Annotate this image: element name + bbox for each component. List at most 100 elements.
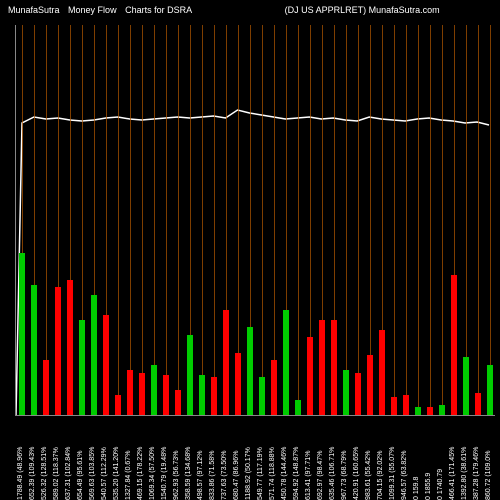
- x-tick-label: 1188.92 (50.17%: [245, 420, 252, 500]
- volume-bar: [223, 310, 229, 415]
- volume-bar: [151, 365, 157, 415]
- chart-container: MunafaSutra Money Flow Charts for DSRA (…: [0, 0, 500, 500]
- volume-bar: [31, 285, 37, 415]
- grid-line: [214, 25, 215, 415]
- x-tick-label: 0 159.8: [413, 420, 420, 500]
- volume-bar: [403, 395, 409, 415]
- volume-bar: [127, 370, 133, 415]
- x-tick-label: 1069.34 (57.50%: [149, 420, 156, 500]
- x-tick-label: 1392.80 (38.61%: [461, 420, 468, 500]
- x-tick-label: 571.74 (118.88%: [269, 420, 276, 500]
- volume-bar: [283, 310, 289, 415]
- x-tick-label: 466.41 (171.45%: [449, 420, 456, 500]
- x-tick-label: 0 1740.79: [437, 420, 444, 500]
- volume-bar: [391, 397, 397, 415]
- grid-line: [442, 25, 443, 415]
- grid-line: [418, 25, 419, 415]
- volume-bar: [55, 287, 61, 415]
- x-tick-label: 637.31 (102.84%: [65, 420, 72, 500]
- grid-line: [394, 25, 395, 415]
- price-line: [16, 25, 495, 415]
- volume-bar: [415, 407, 421, 415]
- x-tick-label: 983.61 (55.42%: [365, 420, 372, 500]
- volume-bar: [475, 393, 481, 415]
- grid-line: [166, 25, 167, 415]
- grid-line: [358, 25, 359, 415]
- volume-bar: [319, 320, 325, 415]
- volume-bar: [163, 375, 169, 415]
- volume-bar: [235, 353, 241, 415]
- grid-line: [118, 25, 119, 415]
- grid-line: [346, 25, 347, 415]
- volume-bar: [451, 275, 457, 415]
- volume-bar: [331, 320, 337, 415]
- x-tick-label: 387.28 (179.46%: [473, 420, 480, 500]
- x-tick-label: 450.78 (144.46%: [281, 420, 288, 500]
- chart-header: MunafaSutra Money Flow Charts for DSRA (…: [0, 5, 500, 15]
- volume-bar: [103, 315, 109, 415]
- x-tick-label: 737.63 (73.50%: [221, 420, 228, 500]
- volume-bar: [355, 373, 361, 415]
- volume-bar: [307, 337, 313, 415]
- volume-bar: [247, 327, 253, 415]
- volume-bar: [487, 365, 493, 415]
- grid-line: [202, 25, 203, 415]
- x-tick-label: 594.92 (148.87%: [293, 420, 300, 500]
- x-tick-label: 1099.31 (55.07%: [389, 420, 396, 500]
- x-tick-label: 860.72 (109.0%: [485, 420, 492, 500]
- x-tick-label: 946.57 (63.82%: [401, 420, 408, 500]
- grid-line: [130, 25, 131, 415]
- x-tick-label: 358.59 (134.68%: [185, 420, 192, 500]
- volume-bar: [43, 360, 49, 415]
- x-tick-label: 704.15 (92.02%: [377, 420, 384, 500]
- x-tick-label: 0 1855.9: [425, 420, 432, 500]
- grid-line: [490, 25, 491, 415]
- volume-bar: [259, 377, 265, 415]
- x-tick-label: 962.93 (56.73%: [173, 420, 180, 500]
- x-tick-label: 540.57 (112.29%: [101, 420, 108, 500]
- grid-line: [262, 25, 263, 415]
- subtitle-label: (DJ US APPRLRET) MunafaSutra.com: [285, 5, 440, 15]
- x-tick-label: 1788.49 (48.96%: [17, 420, 24, 500]
- volume-bar: [19, 253, 25, 415]
- volume-bar: [139, 373, 145, 415]
- volume-bar: [79, 320, 85, 415]
- grid-line: [46, 25, 47, 415]
- volume-bar: [67, 280, 73, 415]
- volume-bar: [211, 377, 217, 415]
- x-tick-label: 526.32 (128.51%: [41, 420, 48, 500]
- x-tick-label: 680.47 (86.96%: [233, 420, 240, 500]
- x-tick-label: 589.02 (118.37%: [53, 420, 60, 500]
- volume-bar: [367, 355, 373, 415]
- x-tick-label: 535.20 (141.20%: [113, 420, 120, 500]
- grid-line: [478, 25, 479, 415]
- volume-bar: [199, 375, 205, 415]
- grid-line: [406, 25, 407, 415]
- volume-bar: [175, 390, 181, 415]
- x-tick-label: 692.97 (98.47%: [317, 420, 324, 500]
- volume-bar: [379, 330, 385, 415]
- grid-line: [274, 25, 275, 415]
- charts-for-label: Charts for DSRA: [125, 5, 192, 15]
- x-tick-label: 613.41 (97.71%: [305, 420, 312, 500]
- x-axis-labels: 1788.49 (48.96% 652.39 (109.43% 526.32 (12…: [15, 420, 495, 500]
- chart-area: [15, 25, 495, 416]
- volume-bar: [427, 407, 433, 415]
- x-tick-label: 967.73 (68.79%: [341, 420, 348, 500]
- grid-line: [178, 25, 179, 415]
- volume-bar: [343, 370, 349, 415]
- title-label: Money Flow: [68, 5, 117, 15]
- x-tick-label: 652.39 (109.43%: [29, 420, 36, 500]
- grid-line: [298, 25, 299, 415]
- volume-bar: [91, 295, 97, 415]
- x-tick-label: 549.77 (117.19%: [257, 420, 264, 500]
- volume-bar: [463, 357, 469, 415]
- x-tick-label: 469.15 (178.22%: [137, 420, 144, 500]
- volume-bar: [187, 335, 193, 415]
- grid-line: [430, 25, 431, 415]
- volume-bar: [439, 405, 445, 415]
- x-tick-label: 1327.84 (0.67%: [125, 420, 132, 500]
- x-tick-label: 833.86 (71.58%: [209, 420, 216, 500]
- brand-label: MunafaSutra: [8, 5, 60, 15]
- x-tick-label: 654.49 (95.61%: [77, 420, 84, 500]
